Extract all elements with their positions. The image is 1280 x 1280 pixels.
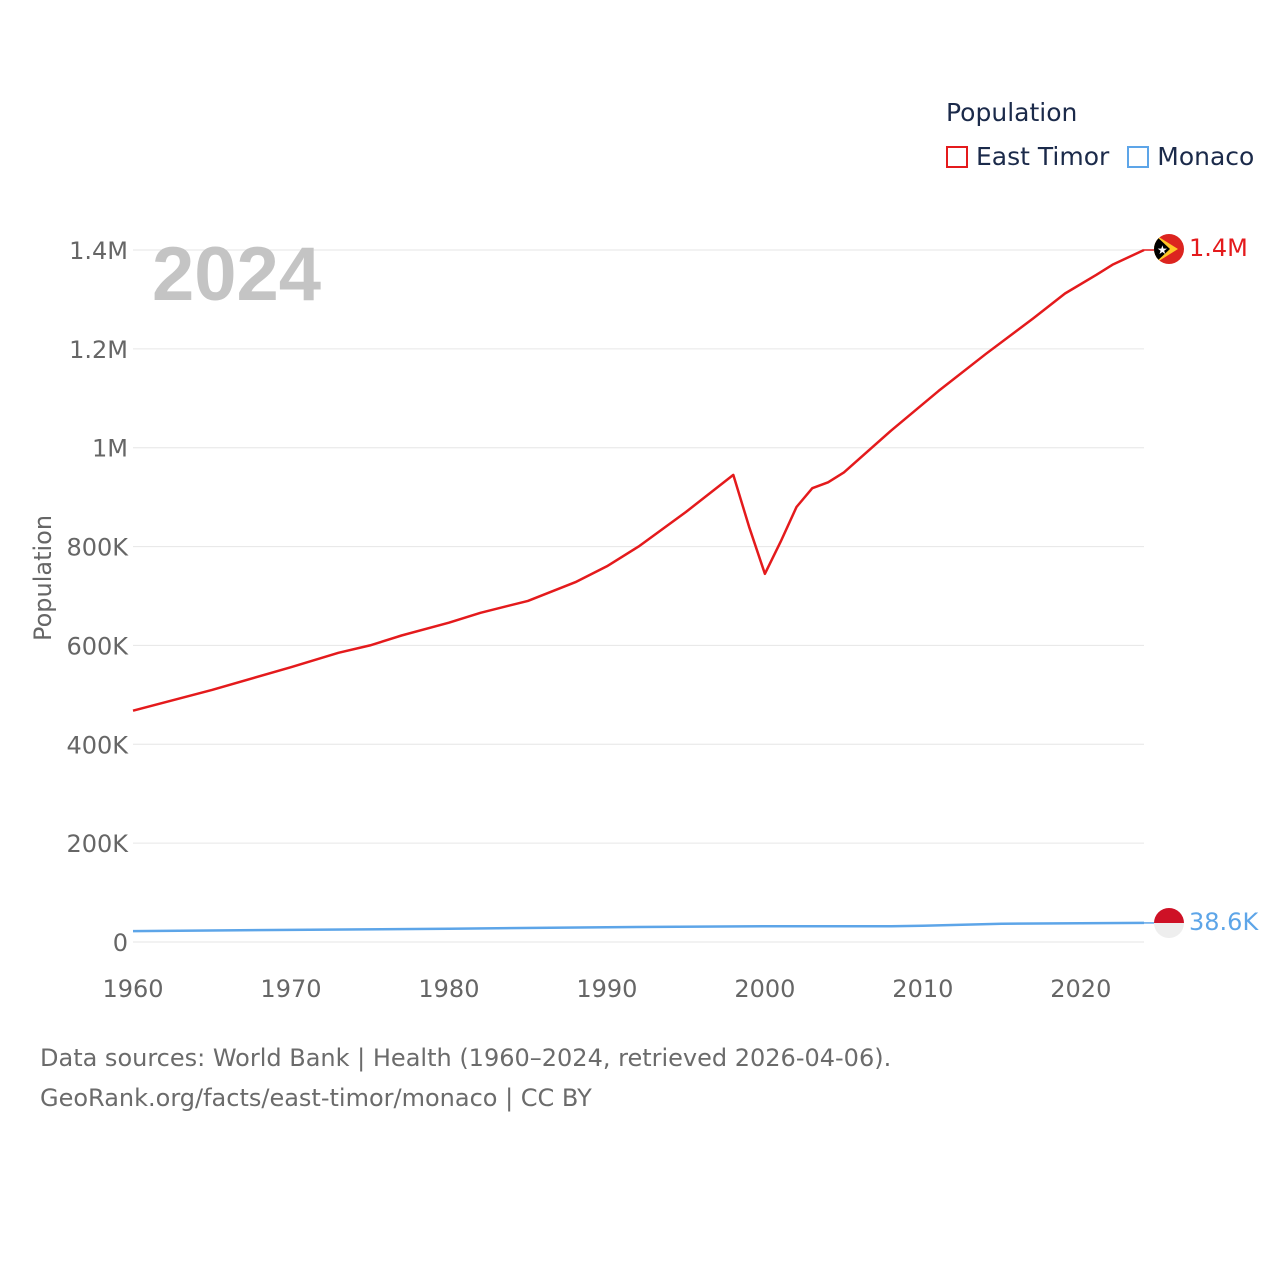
end-label-monaco: 38.6K bbox=[1189, 908, 1259, 936]
footer-credit[interactable]: GeoRank.org/facts/east-timor/monaco | CC… bbox=[40, 1084, 592, 1112]
x-tick-label: 2000 bbox=[734, 975, 795, 1003]
end-markers: ★ bbox=[1154, 234, 1184, 938]
y-axis-ticks: 0 200K 400K 600K 800K 1M 1.2M 1.4M bbox=[66, 237, 129, 957]
x-tick-label: 1980 bbox=[418, 975, 479, 1003]
y-tick-label: 1M bbox=[92, 435, 128, 463]
y-tick-label: 0 bbox=[113, 929, 128, 957]
end-label-east-timor: 1.4M bbox=[1189, 234, 1248, 262]
x-tick-label: 2020 bbox=[1050, 975, 1111, 1003]
svg-text:★: ★ bbox=[1157, 243, 1168, 257]
legend-item-monaco[interactable]: Monaco bbox=[1127, 142, 1254, 171]
y-tick-label: 1.2M bbox=[69, 336, 128, 364]
grid-lines bbox=[133, 249, 1144, 943]
footer-sources: Data sources: World Bank | Health (1960–… bbox=[40, 1044, 892, 1072]
legend-title: Population bbox=[946, 98, 1078, 127]
legend-swatch-monaco bbox=[1127, 145, 1150, 168]
legend-item-east-timor[interactable]: East Timor bbox=[946, 142, 1109, 171]
x-axis-ticks: 1960 1970 1980 1990 2000 2010 2020 bbox=[102, 975, 1111, 1003]
y-tick-label: 1.4M bbox=[69, 237, 128, 265]
y-axis-label: Population bbox=[29, 515, 57, 641]
series-line-monaco bbox=[132, 921, 1145, 933]
y-tick-label: 400K bbox=[66, 731, 129, 759]
x-tick-label: 2010 bbox=[892, 975, 953, 1003]
y-tick-label: 800K bbox=[66, 534, 129, 562]
monaco-flag-icon bbox=[1154, 908, 1184, 938]
year-label: 2024 bbox=[152, 232, 321, 317]
y-tick-label: 200K bbox=[66, 830, 129, 858]
legend: East Timor Monaco bbox=[946, 142, 1272, 171]
x-tick-label: 1960 bbox=[102, 975, 163, 1003]
x-tick-label: 1990 bbox=[576, 975, 637, 1003]
east-timor-flag-icon: ★ bbox=[1154, 234, 1184, 264]
legend-label-east-timor: East Timor bbox=[976, 142, 1110, 171]
series-lines bbox=[132, 248, 1154, 933]
x-tick-label: 1970 bbox=[260, 975, 321, 1003]
series-line-east-timor bbox=[132, 248, 1145, 712]
y-tick-label: 600K bbox=[66, 632, 129, 660]
legend-swatch-east-timor bbox=[946, 145, 968, 168]
legend-label-monaco: Monaco bbox=[1157, 142, 1255, 171]
